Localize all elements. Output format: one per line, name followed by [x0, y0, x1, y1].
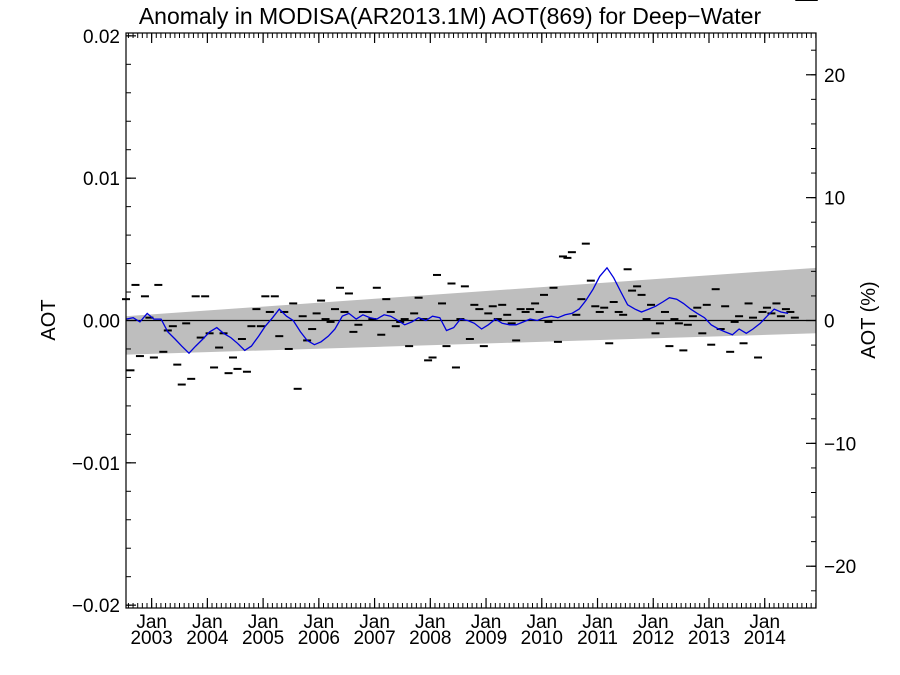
y2-axis-label: AOT (%)	[858, 281, 880, 358]
x-tick-year-label: 2010	[521, 628, 563, 649]
trend-band-layer	[126, 267, 816, 355]
x-tick-month-label: Jan	[694, 612, 725, 633]
y2-tick-label: 0	[824, 312, 835, 333]
x-tick-month-label: Jan	[638, 612, 669, 633]
y-tick-label: −0.02	[72, 596, 120, 617]
y-tick-label: −0.01	[72, 454, 120, 475]
y2-tick-label: 20	[824, 66, 845, 87]
x-tick-year-label: 2003	[130, 628, 172, 649]
x-tick-month-label: Jan	[415, 612, 446, 633]
x-tick-year-label: 2014	[744, 628, 787, 649]
y-tick-label: 0.01	[83, 169, 120, 190]
x-tick-year-label: 2009	[465, 628, 507, 649]
y2-tick-label: −20	[824, 557, 856, 578]
y2-tick-label: 10	[824, 189, 845, 210]
x-tick-month-label: Jan	[582, 612, 613, 633]
x-tick-month-label: Jan	[192, 612, 223, 633]
x-tick-year-label: 2011	[577, 628, 618, 649]
x-tick-year-label: 2012	[632, 628, 674, 649]
x-tick-month-label: Jan	[248, 612, 279, 633]
x-tick-year-label: 2004	[186, 628, 229, 649]
x-tick-year-label: 2008	[409, 628, 451, 649]
axes: 0.020.010.00−0.01−0.0220100−10−20Jan2003…	[72, 27, 856, 649]
x-tick-year-label: 2013	[688, 628, 730, 649]
x-tick-month-label: Jan	[526, 612, 557, 633]
x-tick-month-label: Jan	[471, 612, 502, 633]
y-axis-label: AOT	[38, 299, 60, 340]
y-tick-label: 0.00	[83, 312, 120, 333]
chart-title: Anomaly in MODISA(AR2013.1M) AOT(869) fo…	[138, 3, 762, 29]
x-tick-month-label: Jan	[136, 612, 167, 633]
x-tick-year-label: 2007	[353, 628, 395, 649]
x-tick-year-label: 2006	[298, 628, 340, 649]
y-tick-label: 0.02	[83, 27, 120, 48]
x-tick-month-label: Jan	[749, 612, 780, 633]
x-tick-month-label: Jan	[359, 612, 390, 633]
monthly-anomaly-points	[122, 0, 818, 390]
smoothed-line-layer	[125, 266, 789, 355]
x-tick-month-label: Jan	[304, 612, 335, 633]
x-tick-year-label: 2005	[242, 628, 284, 649]
y2-tick-label: −10	[824, 434, 856, 455]
trend-band	[126, 267, 816, 355]
smoothed-series-line	[125, 266, 789, 355]
